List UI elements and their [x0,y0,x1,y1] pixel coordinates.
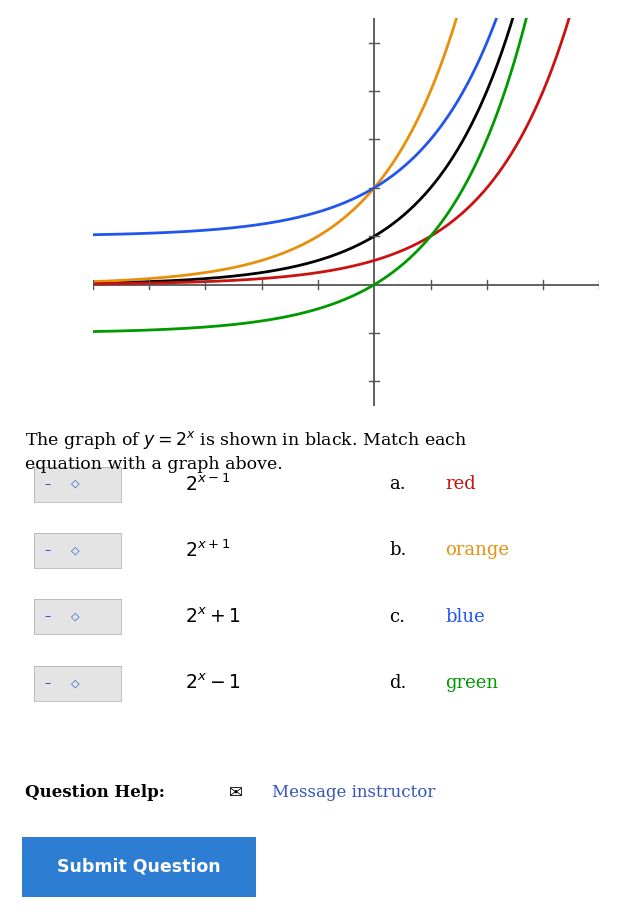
Text: a.: a. [389,475,406,493]
Text: d.: d. [389,674,407,692]
Text: –: – [44,677,51,690]
Text: green: green [445,674,498,692]
Text: Question Help:: Question Help: [25,785,164,801]
Text: orange: orange [445,541,509,560]
Text: ◇: ◇ [71,479,80,489]
Text: $2^{x-1}$: $2^{x-1}$ [185,473,231,495]
Text: –: – [44,478,51,491]
Text: Submit Question: Submit Question [57,857,221,876]
Text: Message instructor: Message instructor [272,785,435,801]
Text: ◇: ◇ [71,679,80,688]
Text: ◇: ◇ [71,546,80,555]
Text: b.: b. [389,541,407,560]
Text: –: – [44,610,51,623]
Text: The graph of $y = 2^x$ is shown in black. Match each: The graph of $y = 2^x$ is shown in black… [25,429,467,451]
Text: ✉: ✉ [229,784,242,802]
Text: –: – [44,544,51,557]
Text: blue: blue [445,608,485,626]
Text: red: red [445,475,476,493]
Text: equation with a graph above.: equation with a graph above. [25,456,282,473]
Text: c.: c. [389,608,405,626]
Text: ◇: ◇ [71,612,80,621]
Text: $2^x - 1$: $2^x - 1$ [185,673,241,693]
Text: $2^{x+1}$: $2^{x+1}$ [185,539,231,561]
Text: $2^x + 1$: $2^x + 1$ [185,607,241,627]
